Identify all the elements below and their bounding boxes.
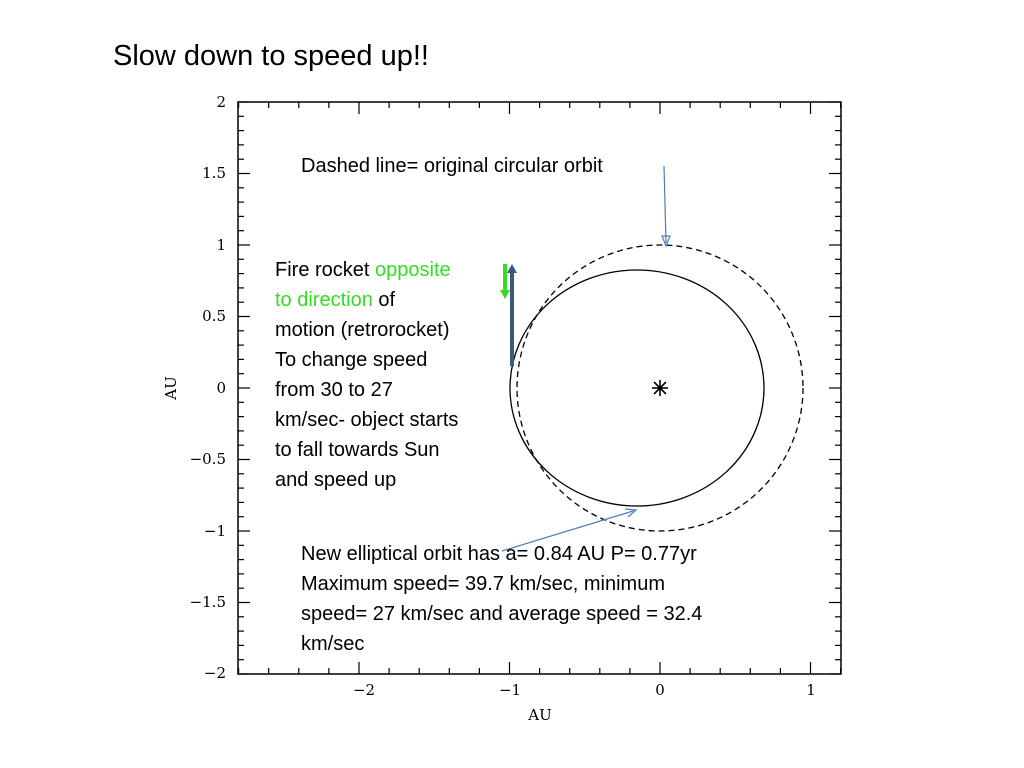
y-tick-label: 2 <box>216 93 226 111</box>
note-line: speed= 27 km/sec and average speed = 32.… <box>301 603 703 625</box>
dashed-line-note: Dashed line= original circular orbit <box>301 155 603 177</box>
pointer-arrow-elliptical <box>501 508 638 552</box>
slide-title: Slow down to speed up!! <box>113 40 429 72</box>
note-line: to fall towards Sun <box>275 439 440 461</box>
pointer-arrow-circular <box>661 165 671 248</box>
note-line: Maximum speed= 39.7 km/sec, minimum <box>301 573 666 595</box>
y-tick-label: −2 <box>204 664 226 682</box>
note-line: km/sec <box>301 633 365 655</box>
tick-marks <box>238 101 842 675</box>
retrorocket-note: Fire rocket opposite to direction of mot… <box>275 255 510 495</box>
note-line: To change speed <box>275 349 428 371</box>
elliptical-orbit <box>509 269 765 507</box>
note-line: New elliptical orbit has a= 0.84 AU P= 0… <box>301 543 697 565</box>
y-tick-label: −1.5 <box>190 593 226 611</box>
y-axis-title: AU <box>162 376 180 400</box>
x-tick-label: −1 <box>499 681 521 699</box>
y-tick-label: 0.5 <box>202 307 226 325</box>
elliptical-orbit-note: New elliptical orbit has a= 0.84 AU P= 0… <box>301 539 702 659</box>
y-tick-label: 0 <box>216 379 226 397</box>
highlight-text: to direction <box>275 289 373 311</box>
note-text: Fire rocket <box>275 259 376 281</box>
y-tick-label: 1 <box>216 236 226 254</box>
original-circular-orbit <box>516 244 804 532</box>
note-line: and speed up <box>275 469 397 491</box>
velocity-arrow <box>507 264 517 366</box>
sun-icon <box>652 380 668 396</box>
x-axis-title: AU <box>527 706 551 724</box>
y-tick-label: 1.5 <box>202 164 226 182</box>
note-line: motion (retrorocket) <box>275 319 450 341</box>
note-line: from 30 to 27 <box>275 379 393 401</box>
note-line: km/sec- object starts <box>275 409 459 431</box>
retrorocket-arrow <box>500 264 510 299</box>
note-text: of <box>372 289 396 311</box>
y-tick-label: −1 <box>204 522 226 540</box>
y-tick-label: −0.5 <box>190 450 226 468</box>
highlight-text: opposite <box>375 259 451 281</box>
x-tick-label: −2 <box>353 681 375 699</box>
x-tick-label: 0 <box>655 681 665 699</box>
x-tick-label: 1 <box>806 681 816 699</box>
